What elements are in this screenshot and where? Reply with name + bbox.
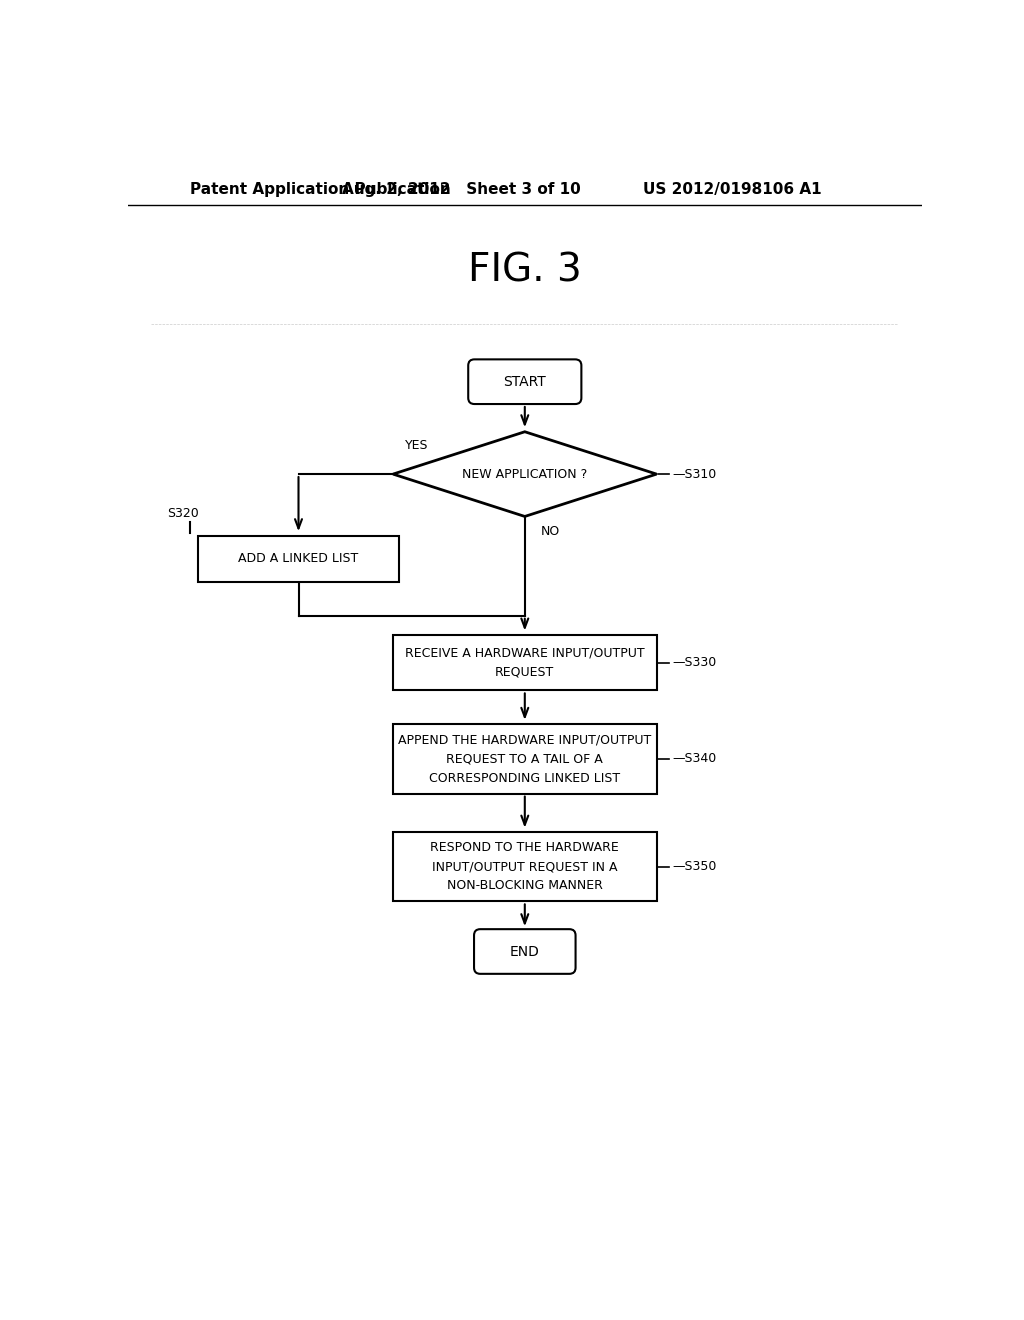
Text: —S310: —S310 (672, 467, 717, 480)
Text: Patent Application Publication: Patent Application Publication (190, 182, 451, 197)
Polygon shape (393, 432, 656, 516)
Text: FIG. 3: FIG. 3 (468, 251, 582, 289)
Text: —S350: —S350 (672, 861, 717, 874)
Text: —S330: —S330 (672, 656, 717, 669)
Text: RESPOND TO THE HARDWARE
INPUT/OUTPUT REQUEST IN A
NON-BLOCKING MANNER: RESPOND TO THE HARDWARE INPUT/OUTPUT REQ… (430, 841, 620, 892)
Text: RECEIVE A HARDWARE INPUT/OUTPUT
REQUEST: RECEIVE A HARDWARE INPUT/OUTPUT REQUEST (404, 647, 645, 678)
Text: Aug. 2, 2012   Sheet 3 of 10: Aug. 2, 2012 Sheet 3 of 10 (342, 182, 581, 197)
Text: NEW APPLICATION ?: NEW APPLICATION ? (462, 467, 588, 480)
Bar (393, 635, 656, 690)
Text: APPEND THE HARDWARE INPUT/OUTPUT
REQUEST TO A TAIL OF A
CORRESPONDING LINKED LIS: APPEND THE HARDWARE INPUT/OUTPUT REQUEST… (398, 734, 651, 784)
Text: US 2012/0198106 A1: US 2012/0198106 A1 (643, 182, 822, 197)
Text: S320: S320 (167, 507, 199, 520)
FancyBboxPatch shape (474, 929, 575, 974)
Text: ADD A LINKED LIST: ADD A LINKED LIST (239, 552, 358, 565)
Text: YES: YES (404, 438, 428, 451)
FancyBboxPatch shape (468, 359, 582, 404)
Text: NO: NO (541, 525, 559, 539)
Text: START: START (504, 375, 546, 388)
Text: END: END (510, 945, 540, 958)
Text: —S340: —S340 (672, 752, 717, 766)
Bar (393, 725, 656, 793)
Bar (393, 832, 656, 902)
Bar (198, 536, 399, 582)
